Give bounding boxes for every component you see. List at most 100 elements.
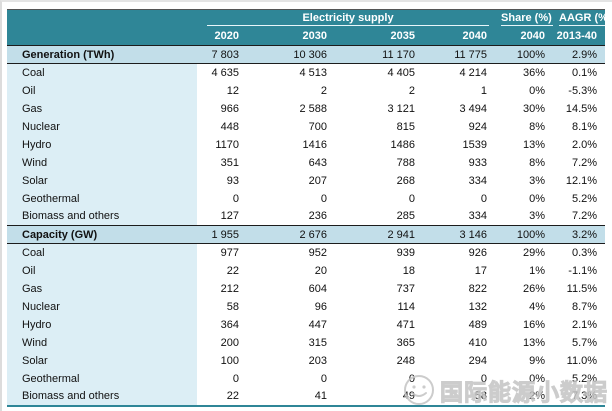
cell-value: 334 bbox=[423, 207, 496, 226]
cell-value: 12 bbox=[197, 81, 247, 100]
cell-value: 8% bbox=[495, 117, 554, 136]
cell-value: 20 bbox=[247, 261, 335, 280]
cell-value: 58 bbox=[197, 297, 247, 316]
cell-value: 18 bbox=[335, 261, 423, 280]
header-empty-cell bbox=[7, 27, 197, 46]
cell-value: 29% bbox=[495, 243, 554, 262]
cell-value: 4 513 bbox=[247, 63, 335, 82]
cell-value: 0 bbox=[423, 189, 496, 208]
cell-value: 36% bbox=[495, 63, 554, 82]
cell-value: 22 bbox=[197, 261, 247, 280]
row-label: Oil bbox=[7, 261, 197, 280]
cell-value: 207 bbox=[247, 171, 335, 190]
cell-value: 0.3% bbox=[553, 243, 606, 262]
cell-value: 700 bbox=[247, 117, 335, 136]
cell-value: 1539 bbox=[423, 135, 496, 154]
cell-value: 3% bbox=[495, 207, 554, 226]
cell-value: 952 bbox=[247, 243, 335, 262]
cell-value: 643 bbox=[247, 153, 335, 172]
row-label: Biomass and others bbox=[7, 387, 197, 407]
row-label: Nuclear bbox=[7, 297, 197, 316]
cell-value: 26% bbox=[495, 279, 554, 298]
col-header-2030: 2030 bbox=[247, 27, 335, 46]
cell-value: 1486 bbox=[335, 135, 423, 154]
cell-value: -5.3% bbox=[553, 81, 606, 100]
cell-value: 604 bbox=[247, 279, 335, 298]
table-row: Geothermal 0 0 0 0 0% 5.2% bbox=[7, 369, 606, 388]
cell-value: 132 bbox=[423, 297, 496, 316]
cell-value: 11.0% bbox=[553, 351, 606, 370]
cell-value: 12.1% bbox=[553, 171, 606, 190]
cell-value: 212 bbox=[197, 279, 247, 298]
cell-value: 0 bbox=[247, 369, 335, 388]
cell-value: 0 bbox=[335, 369, 423, 388]
cell-value: 11 170 bbox=[335, 45, 423, 64]
cell-value: 5.7% bbox=[553, 333, 606, 352]
cell-value: 2 676 bbox=[247, 225, 335, 244]
cell-value: 236 bbox=[247, 207, 335, 226]
cell-value: 924 bbox=[423, 117, 496, 136]
table-body: Generation (TWh) 7 803 10 306 11 170 11 775 1… bbox=[7, 45, 606, 407]
cell-value: 127 bbox=[197, 207, 247, 226]
cell-value: 410 bbox=[423, 333, 496, 352]
cell-value: 966 bbox=[197, 99, 247, 118]
cell-value: 100% bbox=[495, 225, 554, 244]
table-row: Nuclear 58 96 114 132 4% 8.7% bbox=[7, 297, 606, 316]
cell-value: 815 bbox=[335, 117, 423, 136]
row-label: Capacity (GW) bbox=[7, 225, 197, 244]
cell-value: 9% bbox=[495, 351, 554, 370]
cell-value: 933 bbox=[423, 153, 496, 172]
row-label: Gas bbox=[7, 279, 197, 298]
cell-value: 7.3% bbox=[553, 387, 606, 407]
cell-value: 30% bbox=[495, 99, 554, 118]
cell-value: 0% bbox=[495, 189, 554, 208]
table-row: Solar 93 207 268 334 3% 12.1% bbox=[7, 171, 606, 190]
page: Electricity supply Share (%) AAGR (%) 20… bbox=[2, 9, 612, 411]
header-group-row: Electricity supply Share (%) AAGR (%) bbox=[7, 9, 606, 28]
cell-value: 822 bbox=[423, 279, 496, 298]
table-row: Hydro 1170 1416 1486 1539 13% 2.0% bbox=[7, 135, 606, 154]
cell-value: 737 bbox=[335, 279, 423, 298]
row-label: Geothermal bbox=[7, 369, 197, 388]
table-row: Nuclear 448 700 815 924 8% 8.1% bbox=[7, 117, 606, 136]
cell-value: 2 bbox=[335, 81, 423, 100]
cell-value: 489 bbox=[423, 315, 496, 334]
cell-value: 100 bbox=[197, 351, 247, 370]
cell-value: 58 bbox=[423, 387, 496, 407]
table-row: Coal 4 635 4 513 4 405 4 214 36% 0.1% bbox=[7, 63, 606, 82]
header-year-row: 2020 2030 2035 2040 2040 2013-40 bbox=[7, 27, 606, 46]
cell-value: 100% bbox=[495, 45, 554, 64]
row-label: Gas bbox=[7, 99, 197, 118]
table-row: Wind 200 315 365 410 13% 5.7% bbox=[7, 333, 606, 352]
cell-value: 926 bbox=[423, 243, 496, 262]
cell-value: 364 bbox=[197, 315, 247, 334]
cell-value: 11.5% bbox=[553, 279, 606, 298]
cell-value: 4 405 bbox=[335, 63, 423, 82]
cell-value: 1170 bbox=[197, 135, 247, 154]
cell-value: 8.1% bbox=[553, 117, 606, 136]
cell-value: 365 bbox=[335, 333, 423, 352]
cell-value: 17 bbox=[423, 261, 496, 280]
cell-value: 200 bbox=[197, 333, 247, 352]
share-header-cell: Share (%) bbox=[495, 9, 554, 28]
cell-value: 2.9% bbox=[553, 45, 606, 64]
cell-value: 248 bbox=[335, 351, 423, 370]
cell-value: 0 bbox=[335, 189, 423, 208]
row-label: Geothermal bbox=[7, 189, 197, 208]
col-header-2040: 2040 bbox=[423, 27, 496, 46]
row-label: Solar bbox=[7, 351, 197, 370]
cell-value: 3 494 bbox=[423, 99, 496, 118]
table-row: Oil 12 2 2 1 0% -5.3% bbox=[7, 81, 606, 100]
cell-value: 1 bbox=[423, 81, 496, 100]
cell-value: 3.2% bbox=[553, 225, 606, 244]
table-row: Geothermal 0 0 0 0 0% 5.2% bbox=[7, 189, 606, 208]
cell-value: 93 bbox=[197, 171, 247, 190]
cell-value: 447 bbox=[247, 315, 335, 334]
cell-value: 0 bbox=[197, 189, 247, 208]
cell-value: 0 bbox=[423, 369, 496, 388]
row-label: Oil bbox=[7, 81, 197, 100]
col-header-2035: 2035 bbox=[335, 27, 423, 46]
row-label: Hydro bbox=[7, 315, 197, 334]
cell-value: 334 bbox=[423, 171, 496, 190]
cell-value: 10 306 bbox=[247, 45, 335, 64]
